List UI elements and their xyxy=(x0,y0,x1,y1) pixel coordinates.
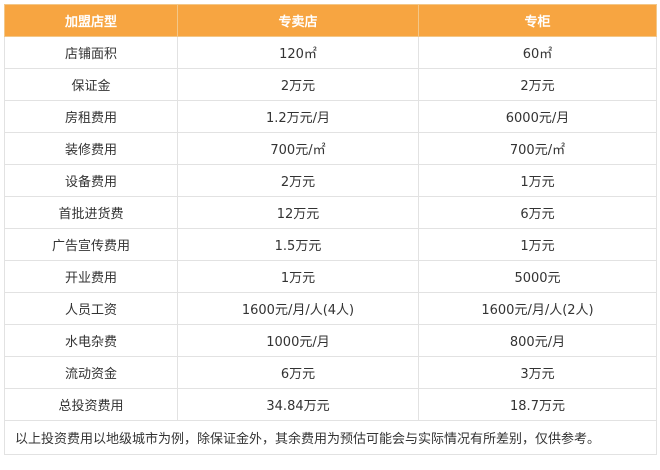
flagship-value: 1600元/月/人(4人) xyxy=(177,292,419,325)
row-label: 首批进货费 xyxy=(4,196,178,229)
table-row: 设备费用 2万元 1万元 xyxy=(4,164,657,197)
counter-value: 1600元/月/人(2人) xyxy=(418,292,657,325)
counter-value: 1万元 xyxy=(418,228,657,261)
flagship-value: 1.2万元/月 xyxy=(177,100,419,133)
table-row: 水电杂费 1000元/月 800元/月 xyxy=(4,324,657,357)
header-flagship-store: 专卖店 xyxy=(177,4,419,37)
table-footnote: 以上投资费用以地级城市为例，除保证金外，其余费用为预估可能会与实际情况有所差别，… xyxy=(4,420,657,455)
table-row: 流动资金 6万元 3万元 xyxy=(4,356,657,389)
table-row: 开业费用 1万元 5000元 xyxy=(4,260,657,293)
row-label: 开业费用 xyxy=(4,260,178,293)
counter-value: 5000元 xyxy=(418,260,657,293)
table-row: 保证金 2万元 2万元 xyxy=(4,68,657,101)
flagship-value: 1万元 xyxy=(177,260,419,293)
row-label: 广告宣传费用 xyxy=(4,228,178,261)
counter-value: 800元/月 xyxy=(418,324,657,357)
counter-value: 18.7万元 xyxy=(418,388,657,421)
row-label: 房租费用 xyxy=(4,100,178,133)
row-label: 流动资金 xyxy=(4,356,178,389)
table-note-row: 以上投资费用以地级城市为例，除保证金外，其余费用为预估可能会与实际情况有所差别，… xyxy=(4,420,657,455)
counter-value: 700元/㎡ xyxy=(418,132,657,165)
counter-value: 60㎡ xyxy=(418,36,657,69)
flagship-value: 1000元/月 xyxy=(177,324,419,357)
flagship-value: 1.5万元 xyxy=(177,228,419,261)
row-label: 设备费用 xyxy=(4,164,178,197)
flagship-value: 6万元 xyxy=(177,356,419,389)
table-row: 店铺面积 120㎡ 60㎡ xyxy=(4,36,657,69)
counter-value: 6万元 xyxy=(418,196,657,229)
counter-value: 3万元 xyxy=(418,356,657,389)
flagship-value: 2万元 xyxy=(177,68,419,101)
row-label: 装修费用 xyxy=(4,132,178,165)
row-label: 总投资费用 xyxy=(4,388,178,421)
table-row: 装修费用 700元/㎡ 700元/㎡ xyxy=(4,132,657,165)
cost-table-container: 加盟店型 专卖店 专柜 店铺面积 120㎡ 60㎡ 保证金 2万元 2万元 房租… xyxy=(4,4,657,455)
table-row: 人员工资 1600元/月/人(4人) 1600元/月/人(2人) xyxy=(4,292,657,325)
counter-value: 6000元/月 xyxy=(418,100,657,133)
table-row: 首批进货费 12万元 6万元 xyxy=(4,196,657,229)
header-counter: 专柜 xyxy=(418,4,657,37)
counter-value: 2万元 xyxy=(418,68,657,101)
flagship-value: 120㎡ xyxy=(177,36,419,69)
table-row-total: 总投资费用 34.84万元 18.7万元 xyxy=(4,388,657,421)
table-header-row: 加盟店型 专卖店 专柜 xyxy=(4,4,657,37)
flagship-value: 700元/㎡ xyxy=(177,132,419,165)
table-row: 房租费用 1.2万元/月 6000元/月 xyxy=(4,100,657,133)
flagship-value: 12万元 xyxy=(177,196,419,229)
table-row: 广告宣传费用 1.5万元 1万元 xyxy=(4,228,657,261)
flagship-value: 34.84万元 xyxy=(177,388,419,421)
row-label: 保证金 xyxy=(4,68,178,101)
header-store-type: 加盟店型 xyxy=(4,4,178,37)
franchise-cost-table: 加盟店型 专卖店 专柜 店铺面积 120㎡ 60㎡ 保证金 2万元 2万元 房租… xyxy=(4,4,657,455)
row-label: 水电杂费 xyxy=(4,324,178,357)
row-label: 店铺面积 xyxy=(4,36,178,69)
flagship-value: 2万元 xyxy=(177,164,419,197)
row-label: 人员工资 xyxy=(4,292,178,325)
counter-value: 1万元 xyxy=(418,164,657,197)
